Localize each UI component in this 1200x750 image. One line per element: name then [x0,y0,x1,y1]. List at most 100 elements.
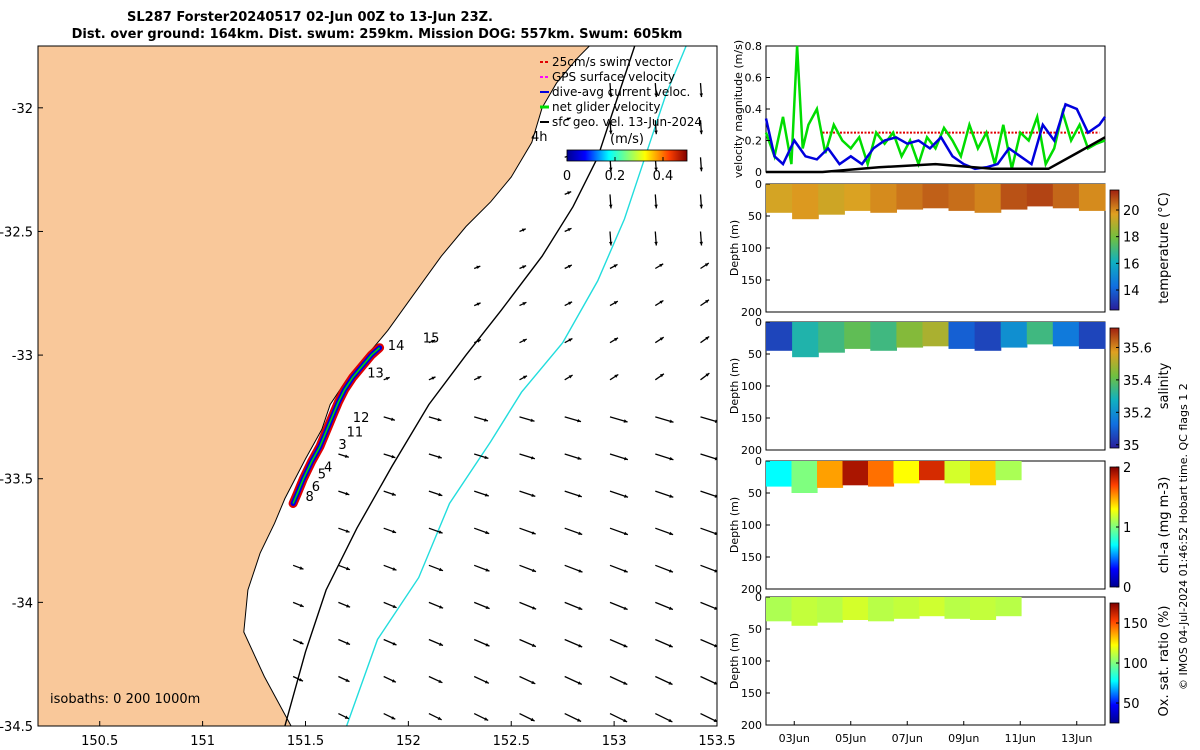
map-x-tick-label: 152 [396,734,421,749]
geo-arrow-head [391,454,396,459]
geo-arrow-head [484,717,489,721]
geo-arrow-head [654,93,658,98]
geo-arrow-head [623,606,628,610]
day-label: 3 [338,438,346,453]
map-y-tick-label: -33 [12,349,33,364]
section-cell [974,184,1002,213]
section-colorbar-tick-label: 20 [1123,204,1140,219]
geo-arrow-head [623,681,628,685]
geo-arrow-head [476,265,481,269]
section-y-tick-label: 200 [741,306,762,319]
section-cell [817,597,844,623]
geo-arrow-head [624,494,628,498]
section-y-tick-label: 200 [741,444,762,457]
section-cell [893,461,920,484]
geo-arrow-head [531,680,536,684]
velocity-y-tick-label: 0.8 [745,40,763,53]
section-colorbar-tick-label: 35.2 [1123,406,1152,421]
geo-arrow-head [485,643,490,647]
geo-arrow-head [345,491,350,496]
section-cell [970,597,997,620]
section-cell [766,184,793,213]
geo-arrow-head [713,681,717,685]
date-tick-label: 09Jun [948,732,979,745]
section-y-tick-label: 0 [755,178,762,191]
geo-arrow-head [714,569,717,573]
geo-arrow-head [391,716,396,720]
section-cell [842,461,869,486]
geo-arrow-head [609,130,613,135]
geo-arrow-head [577,494,582,498]
geo-arrow-head [609,167,613,172]
geo-arrow-head [568,301,573,305]
geo-arrow-head [668,606,673,610]
geo-arrow-head [623,569,628,573]
geo-arrow-head [705,336,710,340]
geo-arrow-head [669,531,674,535]
date-axis-ticks: 03Jun 05Jun 07Jun 09Jun 11Jun 13Jun [779,721,1092,745]
geo-arrow-head [437,716,442,720]
section-colorbar-tick-label: 16 [1123,257,1140,272]
geo-arrow-head [567,228,572,232]
section-cell [948,322,976,349]
section-y-tick-label: 0 [755,591,762,604]
geo-arrow-head [530,456,535,460]
section-y-tick-label: 200 [741,719,762,732]
map-colorbar-ticks: 0 0.2 0.4 [563,157,673,184]
geo-arrow-head [659,373,664,378]
geo-arrow-head [659,300,664,304]
section-colorbar-tick-label: 35.4 [1123,374,1152,389]
geo-arrow-head [438,492,443,497]
geo-arrow-head [345,678,350,682]
geo-arrow-head [654,241,658,246]
section-colorbar-tick-label: 35.6 [1123,341,1152,356]
map-x-tick-label: 150.5 [81,734,118,749]
land-area [38,46,591,726]
chlorophyll-panel: 0 50 100 150 200 Depth (m) 0 1 2 chl-a (mg m-3) [728,455,1172,596]
geo-arrow-head [614,374,619,378]
section-y-tick-label: 50 [748,623,762,636]
geo-arrow-head [391,492,396,496]
geo-arrow-head [669,456,674,461]
velocity-y-tick-label: 0.6 [745,72,763,85]
section-colorbar-tick-label: 0 [1123,581,1131,596]
geo-arrow-head [566,117,571,121]
salinity-panel: 0 50 100 150 200 Depth (m) 35 35.2 35.4 35.6 salin… [728,316,1172,457]
date-tick-label: 07Jun [892,732,923,745]
geo-arrow-head [392,642,397,646]
section-colorbar-tick-label: 100 [1123,657,1148,672]
section-cell [792,184,819,220]
legend-entry-swim: 25cm/s swim vector [552,55,673,69]
section-cell [868,461,895,487]
geo-arrow-head [345,529,350,533]
section-y-tick-label: 100 [741,655,762,668]
section-cell [792,322,819,358]
geo-arrow-head [705,373,710,377]
section-y-tick-label: 200 [741,583,762,596]
section-y-tick-label: 0 [755,316,762,329]
geo-arrow-head [346,566,350,571]
velocity-axes [765,45,1106,173]
section-cell [995,461,1022,481]
geo-arrow-head [385,377,390,381]
section-cell [1000,322,1028,348]
section-cell [791,597,818,626]
geo-arrow-head [439,567,443,571]
geo-arrow-head [392,567,397,571]
geo-arrow-head [713,718,717,722]
section-y-label: Depth (m) [728,220,741,276]
section-cell [974,322,1002,351]
geo-arrow-head [476,339,481,343]
geo-arrow-head [437,417,442,422]
map-y-tick-label: -32.5 [0,225,33,240]
colorbar-unit-label: (m/s) [610,132,644,147]
geo-arrow-head [578,606,583,610]
geo-arrow-head [699,241,703,246]
geo-arrow-head [623,718,628,722]
geo-arrow-head [299,566,304,570]
legend-entry-net: net glider velocity [552,100,660,114]
geo-arrow-head [485,530,490,534]
geo-arrow-head [614,337,618,342]
geo-arrow-head [714,494,717,498]
